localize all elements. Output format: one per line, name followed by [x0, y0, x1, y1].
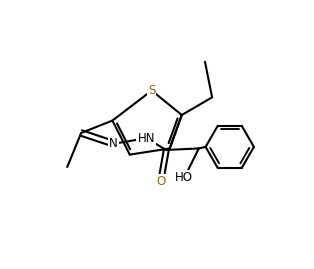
- Text: O: O: [156, 175, 165, 188]
- Text: S: S: [148, 84, 155, 97]
- Text: N: N: [109, 137, 118, 150]
- Text: HO: HO: [175, 171, 193, 184]
- Text: HN: HN: [138, 132, 155, 145]
